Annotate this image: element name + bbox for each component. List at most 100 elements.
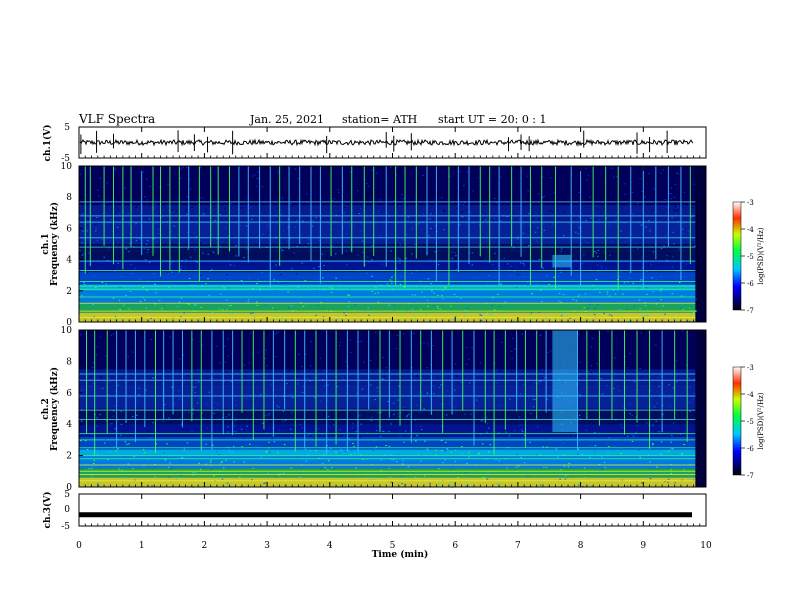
spectrogram-speck — [398, 485, 400, 487]
spectrogram-speck — [95, 345, 97, 347]
spectrogram-speck — [192, 386, 194, 388]
spectrogram-speck — [691, 389, 693, 391]
spectrogram-speck — [250, 400, 252, 402]
ch1-ytick-bottom: -5 — [61, 154, 70, 164]
spectrogram-speck — [411, 437, 413, 439]
spectrogram-speck — [327, 169, 330, 171]
spectrogram-speck — [687, 377, 689, 379]
spectrogram-speck — [425, 314, 428, 316]
spectrogram-speck — [662, 305, 665, 307]
spectrogram-speck — [582, 263, 584, 265]
spectrogram-speck — [692, 398, 694, 400]
spectrogram-speck — [214, 220, 217, 222]
spectrogram-speck — [133, 413, 136, 415]
spectrogram-speck — [171, 209, 174, 211]
spectrogram-speck — [256, 212, 259, 214]
spectrogram-speck — [423, 277, 425, 279]
spectrogram-speck — [192, 471, 194, 473]
spectrogram-speck — [541, 176, 544, 178]
spectrogram-speck — [651, 382, 653, 384]
spectrogram-speck — [443, 413, 446, 415]
spectrogram-speck — [242, 235, 244, 237]
spectrogram-speck — [79, 334, 82, 336]
spectrogram-speck — [320, 196, 322, 198]
spectrogram-speck — [390, 423, 392, 425]
spectrogram-speck — [475, 347, 478, 349]
spectrogram-speck — [441, 199, 443, 201]
spectrogram-speck — [414, 166, 416, 168]
spectrogram-speck — [477, 453, 480, 455]
spectrogram-speck — [531, 212, 534, 214]
spectrogram-speck — [692, 479, 695, 481]
spectrogram-speck — [408, 413, 410, 415]
spectrogram-speck — [590, 217, 592, 219]
spectrogram-speck — [365, 182, 368, 184]
spectrogram-speck — [162, 198, 164, 200]
spectrogram-speck — [109, 249, 112, 251]
spectrogram-speck — [512, 212, 514, 214]
spectrogram-speck — [365, 272, 368, 274]
spectrogram-speck — [675, 213, 677, 215]
spectrogram-speck — [336, 386, 339, 388]
spectrogram-speck — [680, 295, 683, 297]
spectrogram-speck — [228, 450, 231, 452]
spectrogram-speck — [259, 289, 261, 291]
spectrogram-speck — [495, 458, 497, 460]
spectrogram-speck — [545, 178, 547, 180]
spectrogram-speck — [577, 361, 580, 363]
spectrogram-speck — [689, 478, 692, 480]
spectrogram-speck — [282, 410, 284, 412]
spectrogram-speck — [213, 193, 216, 195]
colorbar-tick-label: -3 — [747, 199, 754, 207]
spectrogram-speck — [419, 411, 422, 413]
spectrogram-speck — [629, 413, 631, 415]
spectrogram-speck — [442, 290, 444, 292]
spectrogram-speck — [158, 174, 160, 176]
spectrogram-speck — [151, 250, 153, 252]
spectrogram-speck — [85, 345, 87, 347]
spectrogram-speck — [194, 392, 196, 394]
spectrogram-speck — [181, 266, 183, 268]
spectrogram-speck — [180, 403, 183, 405]
figure-title: VLF Spectra — [78, 112, 155, 126]
spectrogram-speck — [596, 394, 599, 396]
spectrogram-speck — [155, 292, 157, 294]
spectrogram-speck — [618, 289, 621, 291]
spectrogram-speck — [338, 202, 340, 204]
spectrogram-speck — [270, 357, 272, 359]
spectrogram-speck — [471, 410, 473, 412]
spectrogram-speck — [179, 458, 181, 460]
spectrogram-speck — [360, 334, 363, 336]
spectrogram-speck — [309, 365, 312, 367]
spectrogram-speck — [346, 290, 348, 292]
spectrogram-speck — [447, 222, 450, 224]
spectrogram-speck — [401, 204, 404, 206]
spectrogram-speck — [171, 386, 173, 388]
spectrogram-speck — [101, 385, 104, 387]
time-tick-label: 0 — [76, 541, 82, 551]
spectrogram-speck — [688, 320, 691, 322]
spectrogram-speck — [395, 206, 397, 208]
spectrogram-speck — [188, 257, 190, 259]
spectrogram-speck — [482, 477, 484, 479]
spectrogram-speck — [664, 313, 666, 315]
spectrogram-speck — [601, 393, 604, 395]
spectrogram-speck — [442, 210, 445, 212]
spectrogram-speck — [242, 283, 244, 285]
spectrogram-speck — [652, 357, 654, 359]
spectrogram-speck — [399, 434, 401, 436]
spectrogram-speck — [496, 369, 498, 371]
spectrogram-speck — [199, 166, 202, 168]
spectrogram-speck — [265, 367, 268, 369]
spectrogram-speck — [221, 478, 224, 480]
spectrogram-speck — [199, 319, 202, 321]
spectrogram-speck — [331, 245, 333, 247]
spectrogram-speck — [553, 192, 556, 194]
spectrogram-speck — [396, 334, 399, 336]
spectrogram-speck — [313, 267, 315, 269]
spectrogram-speck — [315, 450, 317, 452]
spectrogram-speck — [520, 262, 522, 264]
spectrogram-speck — [276, 251, 278, 253]
spectrogram-speck — [307, 454, 309, 456]
ch2-spectrogram-image — [79, 330, 696, 488]
